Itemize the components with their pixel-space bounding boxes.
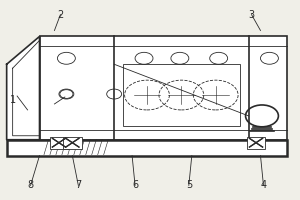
Bar <box>123 64 240 126</box>
Bar <box>247 137 265 149</box>
Text: 3: 3 <box>248 10 255 20</box>
Bar <box>50 137 68 149</box>
Text: 8: 8 <box>28 180 34 190</box>
Bar <box>40 36 287 140</box>
Bar <box>63 137 82 149</box>
Text: 6: 6 <box>132 180 138 190</box>
Text: 4: 4 <box>260 180 266 190</box>
Polygon shape <box>7 36 40 140</box>
Text: 5: 5 <box>186 180 192 190</box>
Text: 1: 1 <box>10 95 16 105</box>
Text: 7: 7 <box>75 180 82 190</box>
Bar <box>7 140 287 156</box>
Text: 2: 2 <box>57 10 64 20</box>
